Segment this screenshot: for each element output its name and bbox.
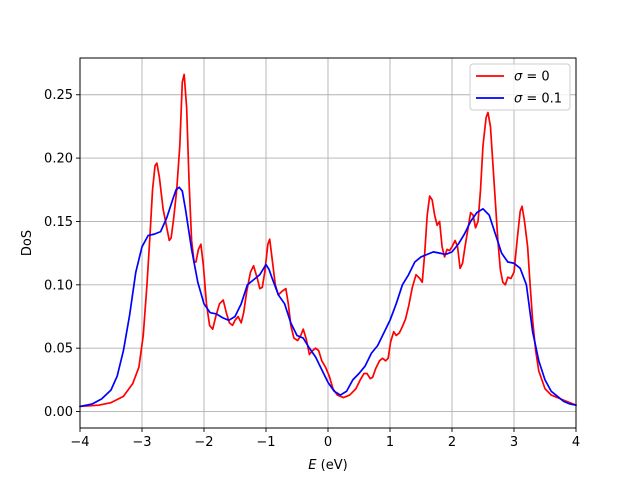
legend: σ = 0 σ = 0.1	[469, 63, 571, 111]
x-tick-label: 0	[324, 435, 332, 450]
legend-label: σ = 0.1	[514, 92, 562, 107]
x-tick-label: 4	[572, 435, 580, 450]
x-tick-label: −2	[194, 435, 213, 450]
y-tick-label: 0.25	[44, 88, 73, 103]
y-tick-label: 0.15	[44, 215, 73, 230]
x-tick-label: 1	[386, 435, 394, 450]
x-tick-label: −1	[256, 435, 275, 450]
y-axis: 0.00 0.05 0.10 0.15 0.20 0.25	[44, 88, 80, 420]
series-line-sigma-0-1	[79, 186, 577, 408]
y-tick-label: 0.10	[44, 278, 73, 293]
y-axis-label: DoS	[20, 230, 35, 256]
x-tick-label: 2	[448, 435, 456, 450]
y-tick-label: 0.05	[44, 342, 73, 357]
series-group	[79, 73, 577, 408]
legend-label: σ = 0	[514, 70, 550, 85]
x-tick-label: −3	[132, 435, 151, 450]
x-axis-label: E (eV)	[308, 458, 347, 473]
x-axis: −4 −3 −2 −1 0 1 2 3 4	[70, 428, 580, 450]
x-tick-label: −4	[70, 435, 89, 450]
series-line-sigma-0	[79, 73, 577, 408]
y-tick-label: 0.00	[44, 405, 73, 420]
y-tick-label: 0.20	[44, 152, 73, 167]
x-tick-label: 3	[510, 435, 518, 450]
